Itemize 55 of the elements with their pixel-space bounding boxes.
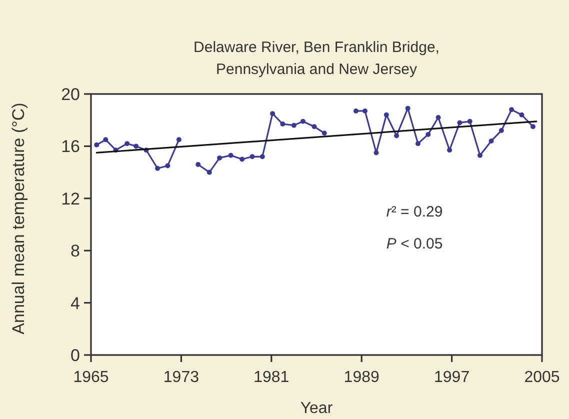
point — [94, 142, 100, 148]
point — [488, 138, 494, 144]
point — [196, 162, 201, 167]
point — [394, 133, 400, 138]
x-tick-label: 2005 — [524, 369, 560, 386]
x-axis-title: Year — [300, 400, 334, 417]
point — [155, 166, 160, 171]
point — [447, 148, 452, 153]
y-axis-title: Annual mean temperature (°C) — [9, 102, 28, 334]
y-tick-label: 8 — [70, 242, 80, 261]
point — [519, 112, 524, 118]
x-tick-label: 1965 — [73, 369, 109, 386]
chart-title: Delaware River, Ben Franklin Bridge, Pennsylvania and New Jersey — [194, 39, 440, 78]
x-tick-label: 1981 — [254, 369, 290, 386]
y-tick-label: 12 — [61, 189, 80, 208]
point — [322, 130, 327, 136]
point — [477, 152, 482, 158]
y-tick-label: 16 — [61, 137, 80, 156]
point — [405, 106, 410, 111]
point — [498, 128, 504, 134]
point — [206, 170, 212, 175]
point — [436, 114, 441, 120]
point — [509, 107, 514, 112]
point — [270, 111, 276, 116]
x-tick-label: 1973 — [163, 369, 200, 386]
point — [457, 120, 462, 126]
point — [530, 124, 536, 130]
point — [250, 154, 255, 160]
y-tick-label: 20 — [61, 84, 80, 104]
point — [353, 108, 358, 114]
point — [103, 137, 108, 142]
point — [300, 118, 306, 124]
point — [426, 132, 431, 137]
point — [280, 122, 286, 127]
point — [165, 163, 170, 168]
point — [362, 108, 368, 114]
point — [217, 155, 222, 160]
point — [415, 141, 420, 146]
point — [240, 156, 245, 162]
point — [260, 154, 265, 160]
point — [374, 150, 379, 156]
point — [467, 118, 472, 124]
point — [312, 124, 317, 130]
y-tick-label: 4 — [70, 294, 80, 313]
x-tick-label: 1997 — [434, 369, 470, 386]
y-tick-label: 0 — [70, 346, 80, 365]
point — [176, 137, 182, 142]
x-tick-label: 1989 — [344, 369, 380, 386]
point — [384, 112, 389, 118]
point — [228, 152, 234, 158]
annotation: r² = 0.29 — [386, 204, 443, 221]
point — [291, 122, 296, 128]
point — [124, 141, 130, 146]
annotation: P < 0.05 — [386, 236, 443, 253]
point — [134, 144, 139, 149]
